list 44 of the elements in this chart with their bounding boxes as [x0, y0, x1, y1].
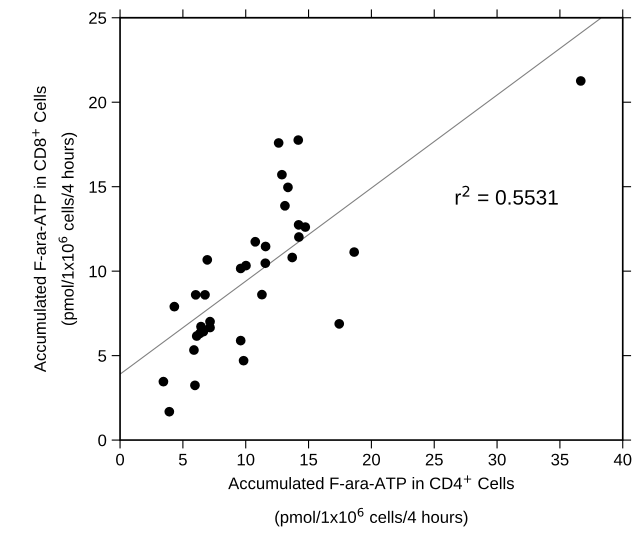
x-tick-label: 0 [116, 454, 124, 466]
y-tick-label: 20 [89, 96, 106, 108]
point [250, 236, 260, 247]
point [334, 318, 344, 329]
point [349, 247, 360, 257]
point [158, 376, 168, 386]
point [164, 406, 174, 417]
text: Accumulated F-ara-ATP in CD4$^{+}$ Cells (pmol/1x10$^{6}$ cells/4 hours) [228, 475, 514, 526]
point [274, 138, 284, 148]
point [280, 200, 290, 211]
point [202, 254, 212, 265]
x-tick-label: 10 [238, 454, 254, 466]
point [287, 252, 298, 262]
point [200, 290, 210, 300]
point [236, 336, 246, 346]
point [190, 380, 200, 390]
point [294, 232, 304, 242]
point [576, 76, 586, 86]
point [238, 356, 248, 366]
y-tick-label: 15 [90, 181, 106, 193]
text: Accumulated F-ara-ATP in CD8$^{+}$ Cells (pmol/1x10$^{6}$ cells/4 hours) [32, 86, 78, 372]
point [277, 170, 287, 180]
point [257, 290, 267, 300]
point [260, 258, 270, 268]
y-tick-label: 25 [89, 12, 106, 24]
x-tick-label: 20 [362, 454, 380, 466]
x-tick-label: 35 [551, 454, 568, 466]
point [300, 222, 310, 232]
x-tick-label: 5 [178, 454, 187, 466]
point [283, 182, 293, 192]
point [189, 345, 199, 355]
y-tick-label: 10 [90, 266, 106, 278]
x-tick-label: 40 [614, 454, 632, 466]
x-tick-label: 25 [426, 454, 443, 466]
point [190, 290, 201, 300]
point [260, 242, 270, 252]
point [293, 135, 304, 145]
point [241, 260, 251, 270]
y-tick-label: 0 [98, 434, 106, 446]
annotation: r$^{2}$ = 0.5531 [456, 186, 558, 205]
x-tick-label: 15 [300, 454, 318, 466]
point [169, 302, 180, 312]
x-tick-label: 30 [488, 454, 506, 466]
y-tick-label: 5 [98, 350, 106, 362]
